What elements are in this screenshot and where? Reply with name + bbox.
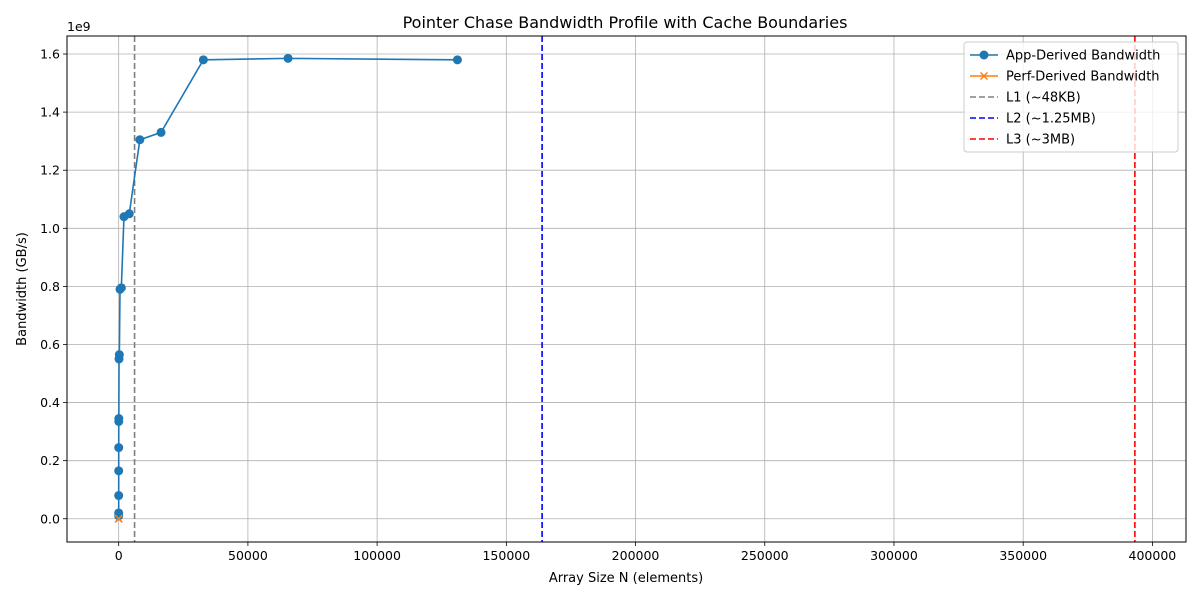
plot-frame	[66, 35, 1187, 543]
data-point	[124, 209, 134, 219]
data-point	[116, 283, 126, 293]
data-point	[114, 466, 124, 476]
y-tick-label: 1.4	[40, 105, 60, 120]
x-tick-label: 50000	[228, 548, 268, 563]
y-tick-label: 0.8	[40, 279, 60, 294]
x-axis-title: Array Size N (elements)	[549, 571, 703, 586]
legend: App-Derived Bandwidth Perf-Derived Bandwi…	[963, 41, 1179, 153]
x-tick-label: 300000	[870, 548, 918, 563]
y-axis-title: Bandwidth (GB/s)	[15, 232, 30, 346]
chart-title: Pointer Chase Bandwidth Profile with Cac…	[403, 13, 848, 32]
y-tick-label: 0.2	[40, 453, 60, 468]
data-series	[114, 53, 462, 523]
data-point	[198, 55, 208, 65]
y-tick-label: 1.2	[40, 163, 60, 178]
data-point	[283, 53, 293, 63]
data-point	[114, 491, 124, 501]
data-point	[114, 443, 124, 453]
legend-label: L1 (~48KB)	[1006, 91, 1081, 106]
legend-label: L3 (~3MB)	[1006, 133, 1075, 148]
data-point	[114, 350, 124, 360]
x-tick-label: 350000	[999, 548, 1047, 563]
legend-box	[963, 41, 1179, 153]
y-axis-ticks: 0.0 0.2 0.4 0.6 0.8 1.0 1.2 1.4 1.6	[40, 47, 67, 526]
x-tick-label: 150000	[482, 548, 530, 563]
x-axis-ticks: 0 50000 100000 150000 200000 250000 300000 3500…	[115, 542, 1177, 563]
y-tick-label: 0.4	[40, 395, 60, 410]
legend-marker	[979, 50, 989, 60]
legend-item: L2 (~1.25MB)	[970, 112, 1096, 127]
data-point	[135, 135, 145, 145]
x-tick-label: 100000	[353, 548, 401, 563]
x-marker-stroke	[114, 514, 123, 523]
y-offset-label: 1e9	[67, 19, 91, 34]
legend-label: Perf-Derived Bandwidth	[1006, 70, 1160, 85]
x-tick-label: 250000	[741, 548, 789, 563]
data-point	[156, 127, 166, 137]
y-tick-label: 1.6	[40, 47, 60, 62]
data-point	[114, 508, 124, 518]
y-tick-label: 0.0	[40, 511, 60, 526]
legend-label: L2 (~1.25MB)	[1006, 112, 1096, 127]
data-point	[114, 514, 123, 523]
legend-label: App-Derived Bandwidth	[1006, 49, 1160, 64]
legend-item: Perf-Derived Bandwidth	[970, 70, 1160, 85]
data-point	[114, 414, 124, 424]
y-tick-label: 0.6	[40, 337, 60, 352]
data-point	[452, 55, 462, 65]
legend-item: L3 (~3MB)	[970, 133, 1075, 148]
legend-item: L1 (~48KB)	[970, 91, 1081, 106]
legend-item: App-Derived Bandwidth	[970, 49, 1160, 64]
x-tick-label: 0	[115, 548, 123, 563]
y-tick-label: 1.0	[40, 221, 60, 236]
legend-marker	[980, 72, 988, 80]
x-tick-label: 400000	[1129, 548, 1177, 563]
x-tick-label: 200000	[612, 548, 660, 563]
